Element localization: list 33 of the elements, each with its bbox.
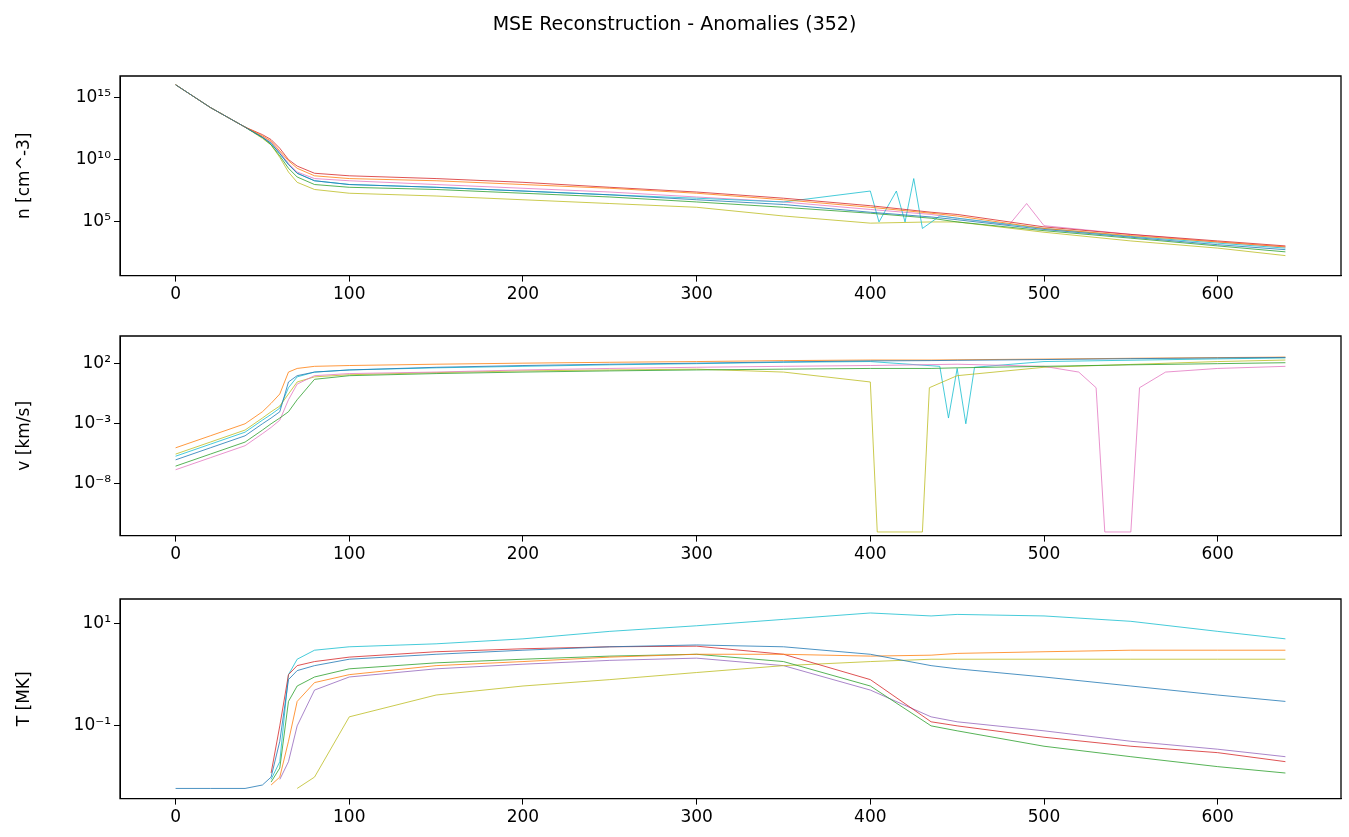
y-tick-label: 10¹⁰ [75,147,112,168]
y-tick-label: 10¹⁵ [75,85,111,106]
x-tick-label: 200 [506,806,540,827]
x-tick-label: 200 [506,283,540,304]
y-axis-title: T [MK] [12,671,33,728]
x-tick-label: 400 [854,283,887,304]
y-tick-label: 10⁻¹ [73,714,111,735]
x-tick-label: 0 [170,806,181,827]
y-axis-title: v [km/s] [12,400,33,471]
x-tick-label: 200 [506,543,540,564]
x-tick-label: 500 [1027,543,1061,564]
x-tick-label: 400 [854,806,887,827]
x-tick-label: 500 [1027,283,1061,304]
x-tick-label: 600 [1201,806,1234,827]
x-tick-label: 500 [1027,806,1061,827]
y-tick-label: 10⁻³ [73,412,111,433]
chart-title: MSE Reconstruction - Anomalies (352) [491,12,858,34]
y-tick-label: 10² [82,352,111,373]
x-tick-label: 100 [333,543,366,564]
y-axis-title: n [cm^-3] [12,132,33,220]
y-tick-label: 10¹ [82,611,111,632]
x-tick-label: 100 [333,283,366,304]
x-tick-label: 100 [333,806,366,827]
y-tick-label: 10⁵ [82,210,111,231]
x-tick-label: 0 [170,283,181,304]
y-tick-label: 10⁻⁸ [73,472,112,493]
x-tick-label: 400 [854,543,887,564]
x-tick-label: 300 [680,543,713,564]
x-tick-label: 300 [680,283,713,304]
x-tick-label: 600 [1201,283,1234,304]
x-tick-label: 600 [1201,543,1234,564]
x-tick-label: 0 [170,543,181,564]
x-tick-label: 300 [680,806,713,827]
